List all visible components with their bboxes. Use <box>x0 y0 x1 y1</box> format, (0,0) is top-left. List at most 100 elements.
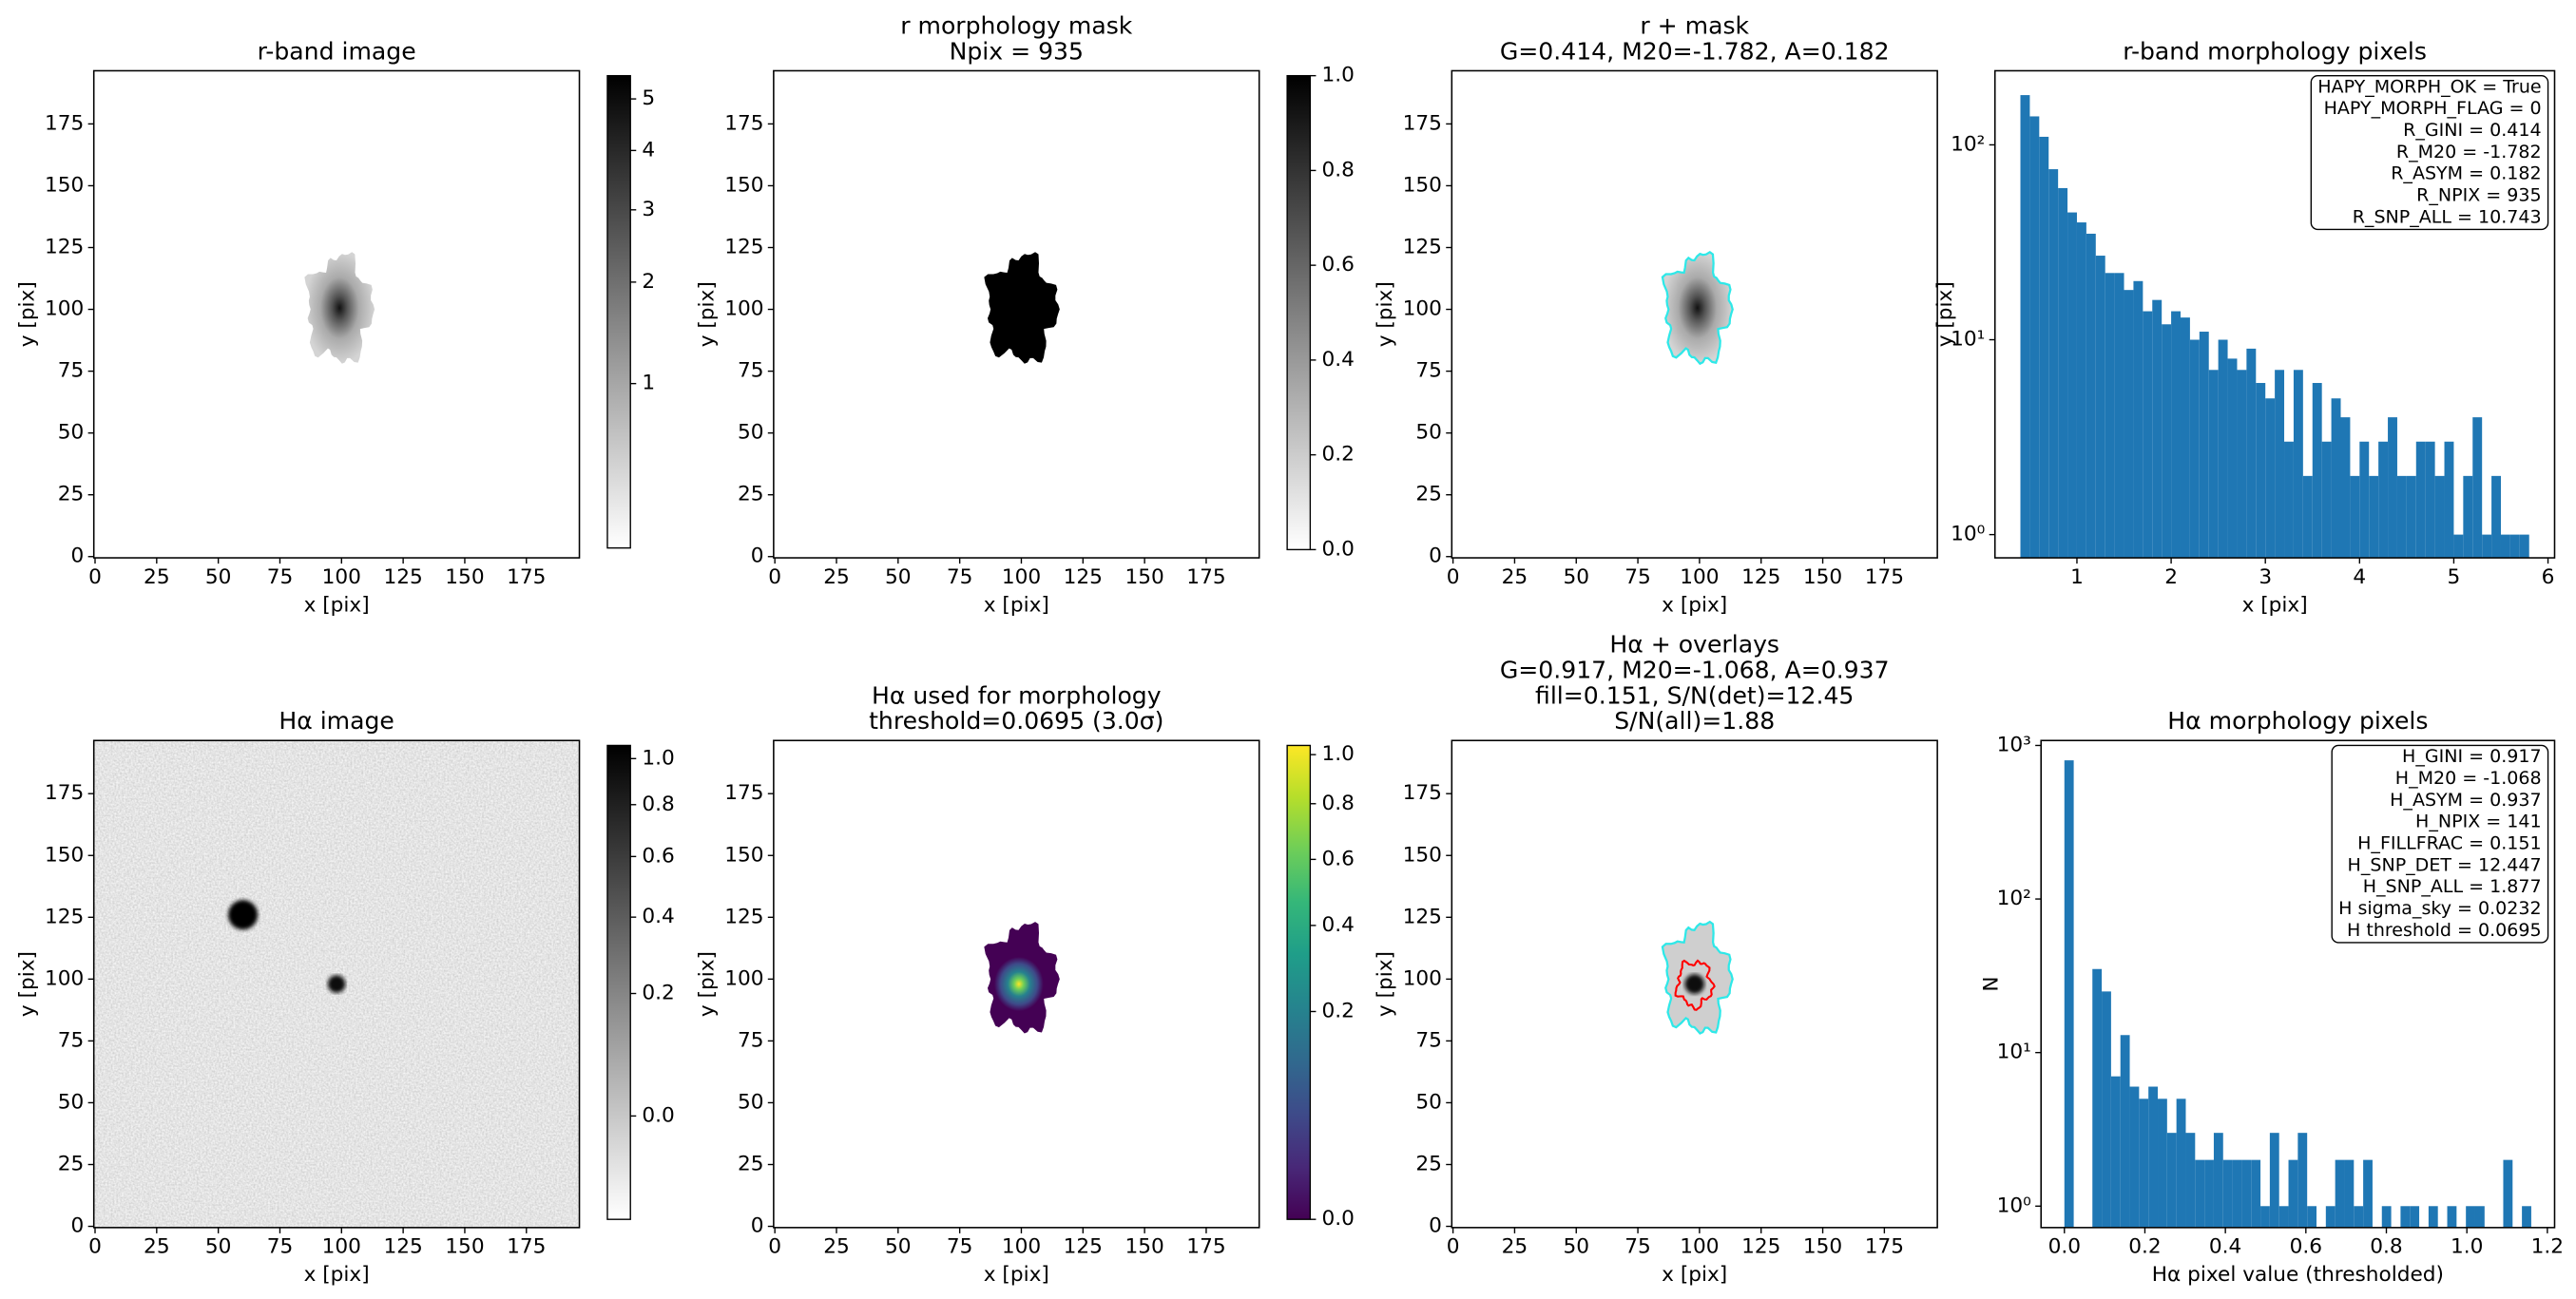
colorbar-tick-label: 0.4 <box>1321 348 1354 372</box>
hist-bar <box>2297 1133 2308 1228</box>
hist-bar <box>2260 1206 2270 1228</box>
hist-bar <box>2218 339 2228 559</box>
hist-bar <box>2232 1159 2242 1228</box>
x-tick-label: 100 <box>322 1235 361 1259</box>
colorbar <box>1286 744 1312 1220</box>
chart-title: threshold=0.0695 (3.0σ) <box>869 707 1163 735</box>
hist-bar <box>2222 1159 2233 1228</box>
panel: 0 25 50 75 100 125 150 175 0 25 50 75 100 125 150 175 Hα… <box>1374 631 1938 1287</box>
hist-bar <box>2312 383 2322 559</box>
hist-bar <box>2171 311 2181 559</box>
x-tick-label: 25 <box>144 565 170 589</box>
x-tick-label: 150 <box>1803 1235 1842 1259</box>
annotation-line: H_ASYM = 0.937 <box>2390 790 2541 811</box>
y-tick-label: 125 <box>724 905 763 928</box>
y-tick-label: 50 <box>738 421 764 445</box>
x-tick-label: 50 <box>205 565 232 589</box>
x-tick-label: 25 <box>823 565 850 589</box>
x-tick-label: 75 <box>947 1235 973 1259</box>
hist-bar <box>2180 317 2190 559</box>
annotation-line: H threshold = 0.0695 <box>2347 920 2542 941</box>
panel: 0.0 0.2 0.4 0.6 0.8 1.0 1.2 10⁰ 10¹ 10² 10³ Hα morp… <box>1979 707 2564 1287</box>
annotation-line: HAPY_MORPH_OK = True <box>2317 76 2541 97</box>
hist-bar <box>2076 222 2086 559</box>
hist-bar <box>2133 280 2143 559</box>
colorbar-tick-label: 5 <box>642 86 655 110</box>
annotation-line: H_NPIX = 141 <box>2415 812 2542 832</box>
hist-bar <box>2251 1159 2261 1228</box>
hist-bar <box>2105 273 2115 559</box>
x-tick-label: 125 <box>1064 1235 1103 1259</box>
x-tick-label: 100 <box>1002 565 1041 589</box>
hist-bar <box>2029 116 2040 559</box>
x-axis-label: x [pix] <box>304 593 370 617</box>
chart-title: fill=0.151, S/N(det)=12.45 <box>1535 681 1854 709</box>
y-tick-label: 100 <box>724 297 763 321</box>
x-tick-label: 0 <box>768 1235 781 1259</box>
colorbar-tick-label: 0.6 <box>1321 253 1354 277</box>
x-tick-label: 175 <box>507 1235 546 1259</box>
x-tick-label: 0 <box>88 1235 102 1259</box>
colorbar-tick-label: 0.4 <box>1321 913 1354 937</box>
x-tick-label: 50 <box>885 565 912 589</box>
hist-bar <box>2335 1159 2345 1228</box>
x-axis-label: x [pix] <box>304 1263 370 1287</box>
hist-bar <box>2189 339 2200 559</box>
y-axis-label: N <box>1979 976 2003 991</box>
y-tick-label: 25 <box>738 1152 764 1175</box>
x-tick-label: 100 <box>1680 565 1719 589</box>
colorbar <box>606 744 631 1220</box>
x-tick-label: 5 <box>2448 565 2461 589</box>
colorbar-tick-label: 0.8 <box>1321 792 1354 815</box>
x-tick-label: 125 <box>383 565 422 589</box>
colorbar-tick-label: 0.6 <box>1321 847 1354 870</box>
y-tick-label: 0 <box>1429 1214 1442 1238</box>
y-tick-label: 75 <box>1415 1028 1442 1052</box>
colorbar-tick-label: 0.8 <box>1321 158 1354 181</box>
hist-bar <box>2275 370 2285 559</box>
y-axis-label: y [pix] <box>1374 281 1397 347</box>
colorbar-tick-label: 3 <box>642 198 655 221</box>
annotation-line: H_SNP_DET = 12.447 <box>2348 854 2542 875</box>
annotation-line: H sigma_sky = 0.0232 <box>2338 898 2542 919</box>
y-tick-label: 150 <box>724 843 763 867</box>
y-tick-label: 100 <box>45 297 84 321</box>
y-tick-label: 25 <box>1415 483 1442 506</box>
annotation-line: R_M20 = -1.782 <box>2396 142 2542 162</box>
hist-bar <box>2064 760 2074 1228</box>
chart-title: r-band morphology pixels <box>2123 37 2427 65</box>
y-tick-label: 75 <box>58 359 85 383</box>
hist-bar <box>2307 1206 2317 1228</box>
axes-frame <box>1993 69 2556 559</box>
hist-bar <box>2284 441 2294 559</box>
y-tick-label: 100 <box>1403 297 1442 321</box>
hist-bar <box>2503 1159 2513 1228</box>
axes-frame <box>1451 69 1938 559</box>
x-tick-label: 0 <box>1447 565 1460 589</box>
hist-bar <box>2110 1076 2121 1228</box>
y-axis-label: y [pix] <box>1933 281 1957 347</box>
x-tick-label: 0.0 <box>2048 1235 2081 1259</box>
y-tick-label: 25 <box>58 1152 85 1175</box>
chart-title: Hα used for morphology <box>872 681 1162 709</box>
hist-bar <box>2463 475 2473 559</box>
x-tick-label: 75 <box>1624 565 1651 589</box>
hist-bar <box>2325 1206 2336 1228</box>
chart-title: Hα morphology pixels <box>2167 707 2428 735</box>
hist-bar <box>2288 1159 2298 1228</box>
y-tick-label: 10² <box>1997 887 2031 910</box>
hist-bar <box>2120 1035 2130 1228</box>
hist-bar <box>2158 1098 2167 1228</box>
hist-bar <box>2124 290 2134 559</box>
hist-bar <box>2340 417 2351 559</box>
y-tick-label: 50 <box>1415 1090 1442 1114</box>
hist-bar <box>2466 1206 2475 1228</box>
x-tick-label: 175 <box>1186 1235 1225 1259</box>
hist-bar <box>2185 1133 2196 1228</box>
hist-bar <box>2020 95 2030 559</box>
x-tick-label: 150 <box>445 565 484 589</box>
hist-bar <box>2378 441 2389 559</box>
colorbar-tick-label: 0.6 <box>642 844 674 868</box>
hist-bar <box>2388 417 2397 559</box>
